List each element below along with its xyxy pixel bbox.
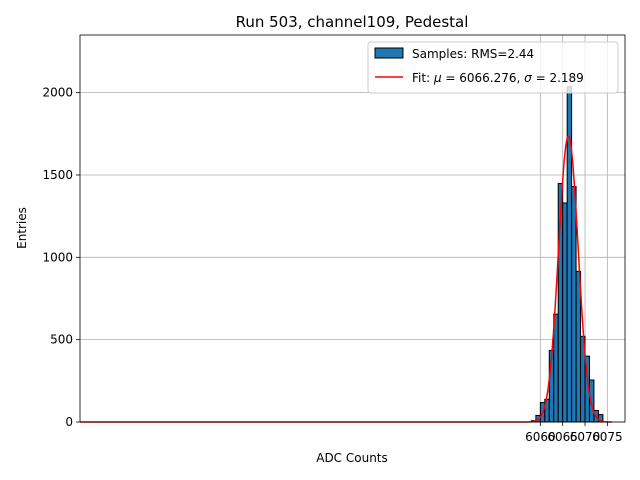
chart-title: Run 503, channel109, Pedestal	[236, 13, 469, 31]
legend-fit-sigma-symbol: σ	[524, 71, 532, 85]
y-tick-label: 0	[65, 415, 73, 429]
legend: Samples: RMS=2.44 Fit: μ = 6066.276, σ =…	[367, 41, 619, 94]
legend-histogram-swatch	[374, 47, 404, 59]
y-tick-label: 1500	[42, 168, 73, 182]
histogram-bar	[562, 202, 568, 423]
histogram-bar	[553, 313, 559, 423]
histogram-bar	[571, 186, 577, 423]
y-tick-label: 2000	[42, 86, 73, 100]
x-tick-label: 6065	[547, 430, 578, 444]
y-tick-label: 1000	[42, 250, 73, 264]
legend-fit-sigma-text: = 2.189	[532, 71, 584, 85]
legend-fit-prefix: Fit:	[412, 71, 434, 85]
legend-fit-label: Fit: μ = 6066.276, σ = 2.189	[412, 71, 584, 85]
y-tick-label: 500	[50, 333, 73, 347]
x-tick-label: 6075	[592, 430, 623, 444]
y-axis-ticks: 0 500 1000 1500 2000	[42, 86, 80, 429]
legend-box	[367, 41, 619, 94]
x-axis-label: ADC Counts	[316, 451, 388, 465]
legend-fit-mu-symbol: μ	[433, 71, 442, 85]
y-axis-label: Entries	[15, 207, 29, 249]
x-tick-label: 6060	[525, 430, 556, 444]
plot-frame	[79, 34, 626, 423]
legend-histogram-label: Samples: RMS=2.44	[412, 47, 534, 61]
x-tick-label: 6070	[570, 430, 601, 444]
legend-fit-mu-text: = 6066.276,	[442, 71, 525, 85]
histogram-bar	[575, 270, 582, 423]
